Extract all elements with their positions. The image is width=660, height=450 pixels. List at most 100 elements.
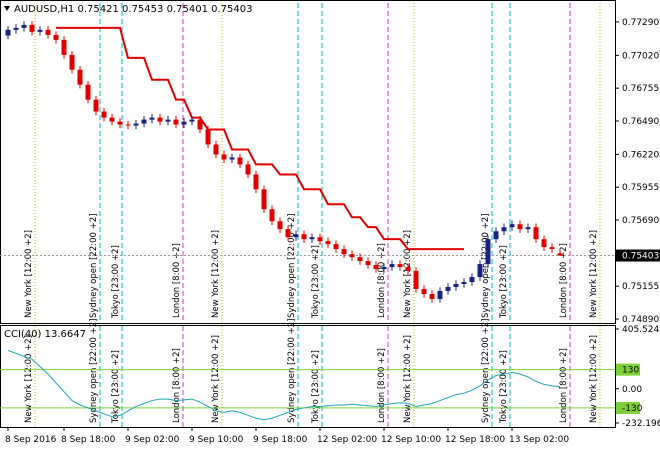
session-label: Tokyo [23:00 +2]	[111, 350, 121, 424]
session-label: Tokyo [23:00 +2]	[499, 350, 509, 424]
session-label: New York [12:00 +2]	[24, 230, 34, 318]
session-label: London [8:00 +2]	[377, 348, 387, 423]
level-box	[616, 363, 640, 376]
session-label: Sydney open [22:00 +2]	[287, 214, 297, 318]
candle-body	[125, 124, 131, 126]
y-tick-label: -130	[622, 404, 643, 414]
candle-body	[253, 174, 259, 190]
candle-body	[501, 227, 507, 232]
session-label: Tokyo [23:00 +2]	[111, 245, 121, 319]
session-label: New York [12:00 +2]	[24, 335, 34, 423]
session-label: New York [12:00 +2]	[211, 230, 221, 318]
x-tick-label: 12 Sep 18:00	[445, 435, 505, 445]
candle-body	[229, 157, 235, 160]
candle-body	[165, 119, 171, 122]
candle-body	[429, 294, 435, 299]
menu-icon	[4, 6, 10, 11]
candle-body	[549, 247, 555, 250]
candle-body	[389, 264, 395, 268]
level-box	[616, 401, 640, 414]
indicator-value: 13.6647	[45, 329, 86, 340]
candle-body	[381, 267, 387, 270]
x-tick-label: 9 Sep 10:00	[189, 435, 244, 445]
candle-body	[333, 244, 339, 250]
candle-body	[437, 290, 443, 299]
y-tick-label: 0.76490	[622, 117, 659, 127]
candle-body	[69, 54, 75, 70]
candle-body	[61, 39, 67, 55]
session-label: New York [12:00 +2]	[211, 335, 221, 423]
candle-body	[357, 257, 363, 262]
candle-body	[101, 111, 107, 118]
candle-body	[5, 29, 11, 36]
chart-header: AUDUSD,H1 0.75421 0.75453 0.75401 0.7540…	[14, 4, 252, 15]
candle-body	[37, 29, 43, 32]
session-label: Sydney open [22:00 +2]	[481, 319, 491, 423]
x-tick-label: 9 Sep 02:00	[125, 435, 180, 445]
y-tick-label: 0.75955	[622, 183, 659, 193]
candle-body	[213, 144, 219, 155]
candle-body	[53, 34, 59, 40]
candle-body	[533, 227, 539, 240]
session-label: New York [12:00 +2]	[589, 335, 599, 423]
y-tick-label: 0.75155	[622, 282, 659, 292]
x-tick-label: 12 Sep 02:00	[317, 435, 377, 445]
low-value: 0.75401	[167, 4, 208, 15]
candle-body	[109, 117, 115, 122]
y-tick-label: 0.76755	[622, 84, 659, 94]
candle-body	[141, 119, 147, 124]
current-price-box	[616, 249, 660, 262]
candle-body	[85, 84, 91, 100]
candle-body	[397, 264, 403, 268]
indicator-header: CCI(40) 13.6647	[4, 329, 86, 340]
session-label: Tokyo [23:00 +2]	[499, 245, 509, 319]
candle-body	[421, 288, 427, 295]
current-price-label: 0.75403	[622, 252, 659, 262]
candle-body	[77, 69, 83, 85]
y-tick-label: 130	[622, 366, 639, 376]
session-label: London [8:00 +2]	[172, 348, 182, 423]
y-tick-label: 0.77290	[622, 18, 659, 28]
candle-body	[557, 253, 563, 256]
candle-body	[341, 249, 347, 255]
y-tick-label: 405.5243	[622, 325, 660, 335]
candle-body	[453, 283, 459, 287]
candle-body	[13, 27, 19, 30]
candle-body	[45, 29, 51, 35]
y-tick-label: 0.74890	[622, 315, 659, 325]
candle-body	[205, 129, 211, 145]
candle-body	[237, 157, 243, 165]
candle-body	[173, 119, 179, 125]
candle-body	[245, 164, 251, 175]
x-tick-label: 12 Sep 10:00	[381, 435, 441, 445]
candle-body	[285, 229, 291, 238]
indicator-panel-frame	[0, 325, 616, 428]
y-tick-label: 0.76220	[622, 150, 659, 160]
candle-body	[461, 282, 467, 284]
candle-body	[269, 209, 275, 222]
candle-body	[485, 239, 491, 265]
candle-body	[365, 261, 371, 266]
candle-body	[373, 265, 379, 270]
y-tick-label: -232.1964	[622, 419, 660, 429]
candle-body	[221, 154, 227, 160]
candle-body	[301, 234, 307, 240]
x-tick-label: 8 Sep 2016	[5, 435, 57, 445]
candle-body	[325, 241, 331, 245]
main-panel-frame	[0, 0, 616, 324]
y-tick-label: 0.77020	[622, 51, 659, 61]
candle-body	[189, 119, 195, 122]
candle-body	[21, 24, 27, 28]
candle-body	[133, 123, 139, 126]
candle-body	[293, 234, 299, 238]
session-label: London [8:00 +2]	[172, 243, 182, 318]
y-tick-label: 0.00	[622, 385, 642, 395]
candle-body	[93, 99, 99, 112]
candle-body	[477, 264, 483, 278]
candle-body	[349, 254, 355, 258]
candle-body	[445, 286, 451, 291]
session-label: Sydney open [22:00 +2]	[89, 214, 99, 318]
session-label: London [8:00 +2]	[559, 348, 569, 423]
